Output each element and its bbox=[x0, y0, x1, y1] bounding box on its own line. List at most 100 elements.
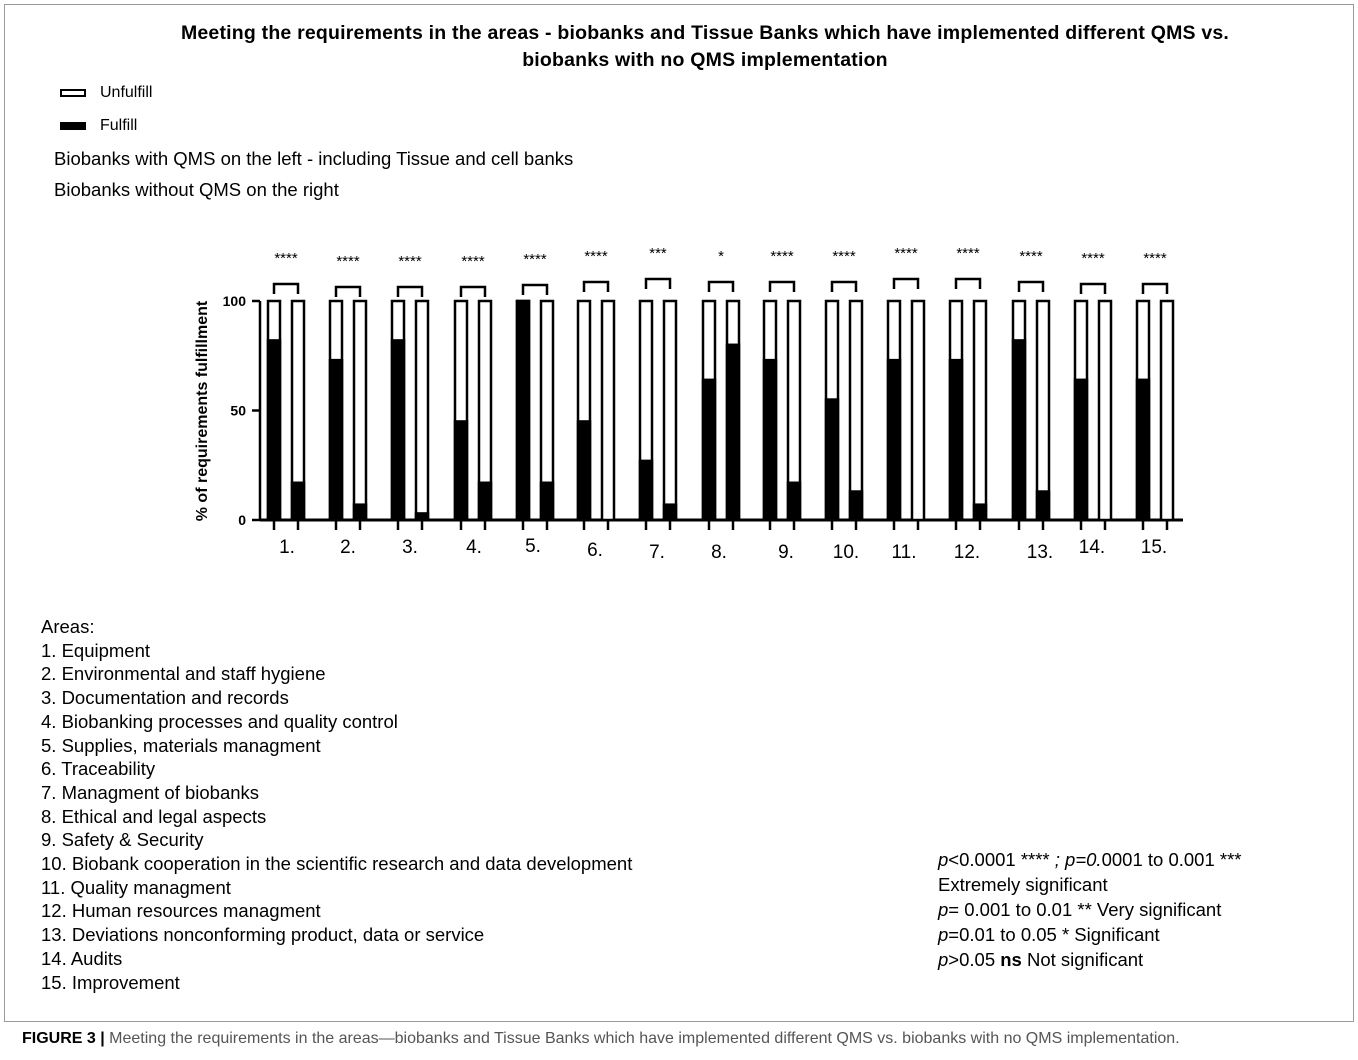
significance-label: **** bbox=[894, 245, 918, 262]
bar-without-qms-fill bbox=[477, 481, 493, 522]
area-item: 8. Ethical and legal aspects bbox=[41, 805, 267, 827]
bar-with-qms-fill bbox=[638, 459, 654, 522]
pvalue-line-5: p>0.05 ns Not significant bbox=[938, 949, 1144, 970]
legend-swatch-unfulfill bbox=[60, 89, 86, 97]
significance-label: **** bbox=[274, 250, 298, 267]
area-item: 13. Deviations nonconforming product, da… bbox=[41, 924, 485, 946]
pvalue-line-3: p= 0.001 to 0.01 ** Very significant bbox=[938, 899, 1222, 920]
bar-with-qms-fill bbox=[576, 420, 592, 522]
significance-label: *** bbox=[649, 245, 667, 262]
significance-label: **** bbox=[461, 253, 485, 270]
x-tick-label: 6. bbox=[587, 540, 603, 561]
x-tick-label: 13. bbox=[1027, 542, 1053, 563]
significance-label: **** bbox=[398, 253, 422, 270]
area-item: 10. Biobank cooperation in the scientifi… bbox=[41, 853, 633, 875]
y-tick-label: 100 bbox=[223, 293, 247, 309]
x-tick-label: 14. bbox=[1079, 537, 1105, 558]
significance-bracket bbox=[1079, 282, 1107, 294]
legend-unfulfill: Unfulfill bbox=[60, 84, 152, 102]
significance-bracket bbox=[892, 277, 920, 289]
area-item: 7. Managment of biobanks bbox=[41, 781, 260, 803]
legend-fulfill: Fulfill bbox=[60, 117, 137, 135]
bar-without-qms-outline bbox=[662, 299, 678, 522]
significance-bracket bbox=[521, 283, 549, 295]
significance-bracket bbox=[582, 280, 610, 292]
bar-without-qms-outline bbox=[1035, 299, 1051, 522]
significance-label: **** bbox=[1081, 250, 1105, 267]
bar-without-qms-outline bbox=[910, 299, 926, 522]
y-tick-label: 50 bbox=[230, 403, 246, 419]
significance-label: **** bbox=[832, 248, 856, 265]
note-left: Biobanks with QMS on the left - includin… bbox=[54, 148, 574, 169]
bar-with-qms-fill bbox=[701, 378, 717, 522]
x-tick-label: 9. bbox=[778, 542, 794, 563]
area-item: 11. Quality managment bbox=[41, 876, 231, 898]
x-tick-label: 7. bbox=[649, 542, 665, 563]
pvalue-line-2: Extremely significant bbox=[938, 874, 1108, 895]
caption-text: Meeting the requirements in the areas—bi… bbox=[104, 1030, 1180, 1047]
x-tick-label: 3. bbox=[402, 537, 418, 558]
figure-caption: FIGURE 3 | Meeting the requirements in t… bbox=[22, 1030, 1180, 1048]
bar-without-qms-fill bbox=[848, 490, 864, 522]
significance-bracket bbox=[1017, 280, 1045, 292]
areas-list: Areas: 1. Equipment 2. Environmental and … bbox=[41, 615, 632, 994]
area-item: 4. Biobanking processes and quality cont… bbox=[41, 710, 398, 732]
significance-label: **** bbox=[336, 253, 360, 270]
bar-without-qms-outline bbox=[414, 299, 430, 522]
area-item: 6. Traceability bbox=[41, 758, 156, 780]
bar-with-qms-fill bbox=[266, 339, 282, 522]
bar-without-qms-fill bbox=[725, 343, 741, 522]
x-tick-label: 8. bbox=[711, 542, 727, 563]
pvalue-legend: p<0.0001 **** ; p=0.0001 to 0.001 *** Ex… bbox=[938, 847, 1241, 972]
bar-without-qms-fill bbox=[662, 503, 678, 522]
area-item: 3. Documentation and records bbox=[41, 687, 289, 709]
bar-with-qms-fill bbox=[886, 358, 902, 522]
significance-bracket bbox=[954, 277, 982, 289]
bar-with-qms-fill bbox=[948, 358, 964, 522]
bar-without-qms-outline bbox=[1159, 299, 1175, 522]
bar-without-qms-outline bbox=[352, 299, 368, 522]
bar-with-qms-fill bbox=[390, 339, 406, 522]
bar-with-qms-fill bbox=[1073, 378, 1089, 522]
x-tick-label: 10. bbox=[833, 542, 859, 563]
chart-title: Meeting the requirements in the areas - … bbox=[60, 20, 1350, 74]
significance-bracket bbox=[1141, 282, 1169, 294]
significance-label: **** bbox=[584, 248, 608, 265]
bar-without-qms-fill bbox=[972, 503, 988, 522]
area-item: 14. Audits bbox=[41, 947, 123, 969]
significance-label: **** bbox=[1143, 250, 1167, 267]
bar-without-qms-fill bbox=[539, 481, 555, 522]
y-axis-label: % of requirements fulfillment bbox=[194, 300, 211, 521]
bar-without-qms-outline bbox=[1097, 299, 1113, 522]
significance-label: **** bbox=[523, 251, 547, 268]
bar-without-qms-fill bbox=[1035, 490, 1051, 522]
significance-bracket bbox=[334, 285, 362, 297]
area-item: 2. Environmental and staff hygiene bbox=[41, 663, 326, 685]
legend-swatch-fulfill bbox=[60, 122, 86, 130]
title-line-1: Meeting the requirements in the areas - … bbox=[180, 22, 1230, 44]
x-tick-label: 12. bbox=[954, 542, 980, 563]
significance-bracket bbox=[396, 285, 424, 297]
x-tick-label: 11. bbox=[891, 542, 916, 563]
bar-without-qms-outline bbox=[600, 299, 616, 522]
y-tick-label: 0 bbox=[238, 512, 246, 528]
significance-label: * bbox=[718, 248, 724, 265]
bar-without-qms-outline bbox=[972, 299, 988, 522]
bar-without-qms-fill bbox=[786, 481, 802, 522]
x-tick-label: 5. bbox=[525, 536, 541, 557]
pvalue-line-1: p<0.0001 **** ; p=0.0001 to 0.001 *** bbox=[938, 849, 1242, 870]
pvalue-line-4: p=0.01 to 0.05 * Significant bbox=[938, 924, 1160, 945]
bar-with-qms-fill bbox=[1011, 339, 1027, 522]
bar-without-qms-fill bbox=[352, 503, 368, 522]
legend-label-fulfill: Fulfill bbox=[100, 117, 138, 134]
x-tick-label: 15. bbox=[1141, 537, 1167, 558]
x-tick-label: 2. bbox=[340, 537, 356, 558]
bar-with-qms-fill bbox=[1135, 378, 1151, 522]
x-tick-label: 1. bbox=[279, 537, 295, 558]
significance-label: **** bbox=[770, 248, 794, 265]
bar-without-qms-fill bbox=[414, 512, 430, 522]
areas-heading: Areas: bbox=[41, 616, 95, 637]
note-right: Biobanks without QMS on the right bbox=[54, 179, 339, 200]
significance-bracket bbox=[459, 285, 487, 297]
